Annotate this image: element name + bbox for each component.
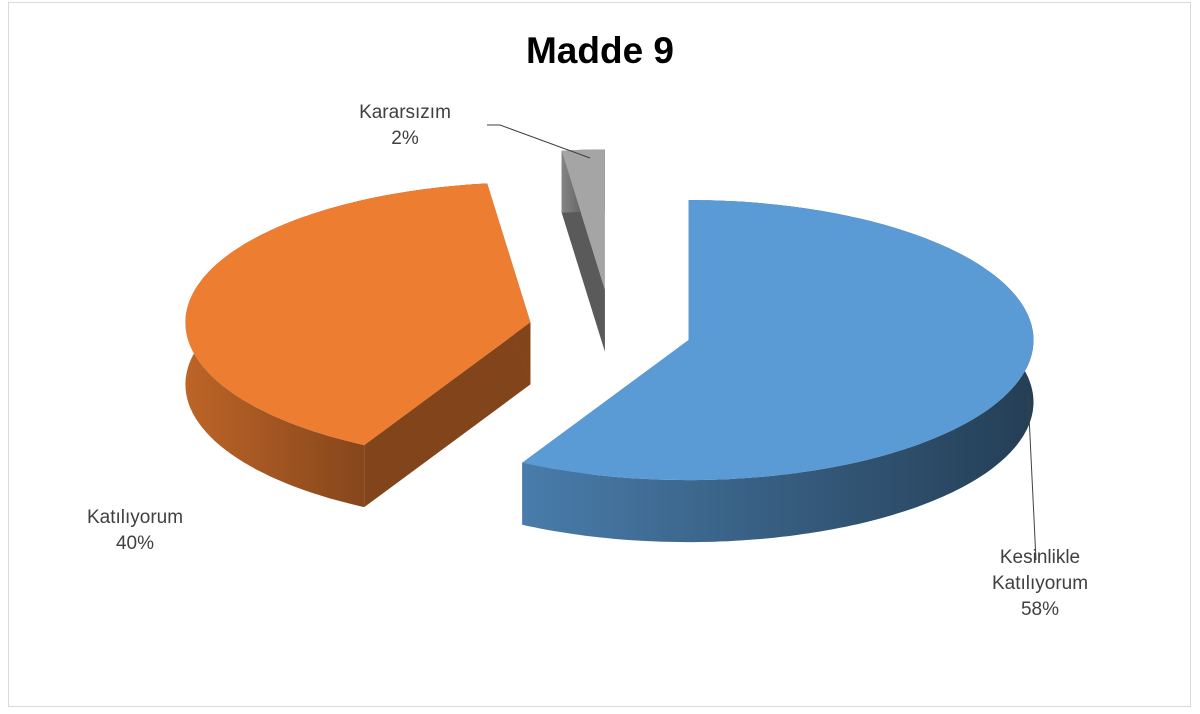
slice <box>522 200 1034 481</box>
leader-line <box>1027 394 1037 561</box>
category-label: Katılıyorum <box>86 507 184 528</box>
value-label: 58% <box>1020 599 1060 620</box>
leader-line <box>487 124 591 159</box>
value-label: 40% <box>115 533 155 554</box>
pie-tops <box>185 149 1034 481</box>
slice-wall <box>364 322 531 508</box>
data-label: Kesinlikle Katılıyorum 58% <box>975 545 1105 623</box>
chart-title: Madde 9 <box>525 30 675 71</box>
slice <box>185 183 531 446</box>
data-label: Kararsızım 2% <box>340 100 470 152</box>
category-label: Kararsızım <box>359 102 451 123</box>
value-label: 2% <box>391 128 419 149</box>
data-label: Katılıyorum 40% <box>60 505 210 557</box>
slice-wall-shade <box>364 322 531 508</box>
slice <box>561 149 605 290</box>
pie <box>185 149 1034 543</box>
category-label: Kesinlikle Katılıyorum <box>991 547 1089 594</box>
